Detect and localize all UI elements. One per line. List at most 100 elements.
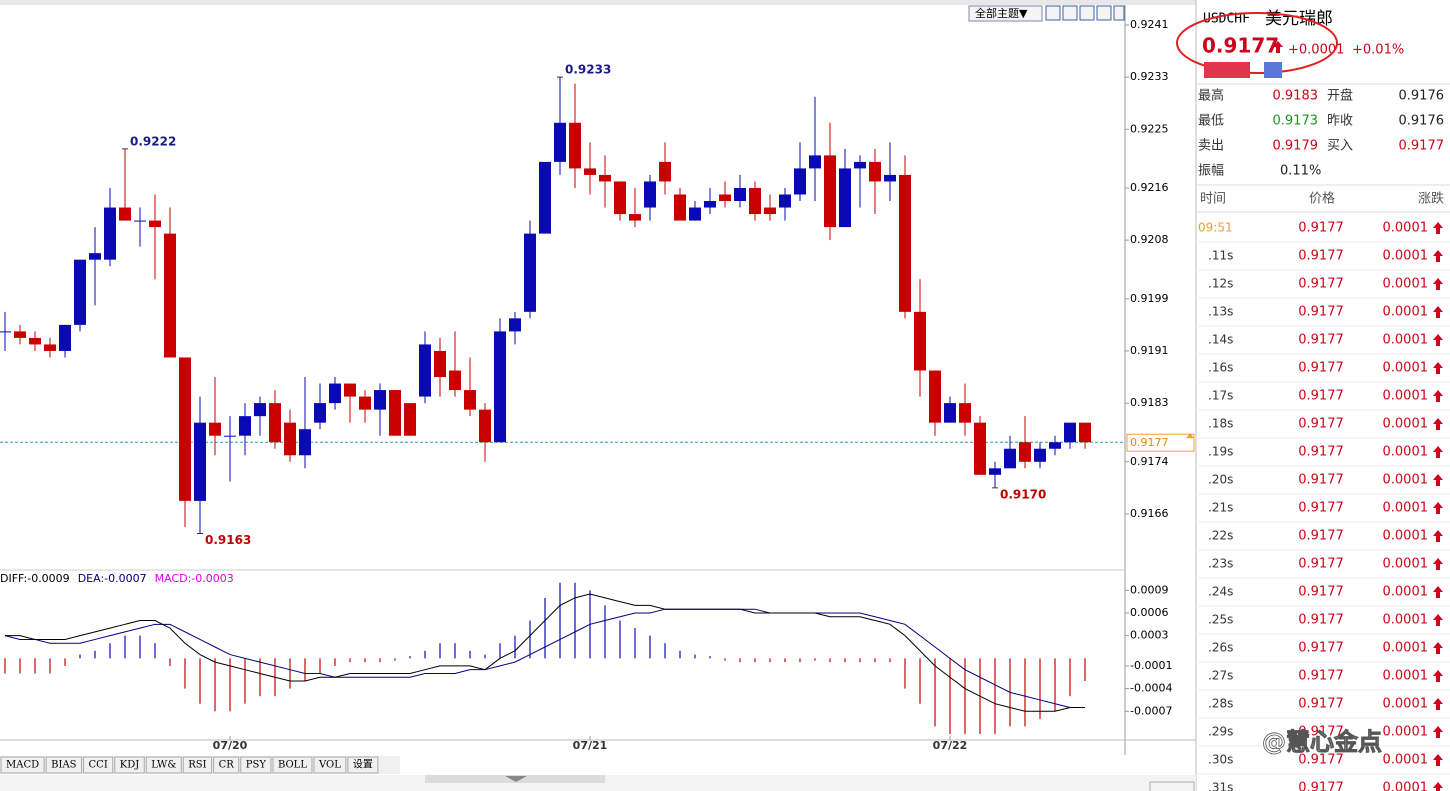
tab-frame[interactable] <box>272 756 313 774</box>
symbol: USDCHF <box>1203 12 1250 27</box>
candle-body <box>209 422 221 436</box>
candle-body <box>494 331 506 443</box>
tick-time: 09:51 <box>1198 221 1233 235</box>
tab-frame[interactable] <box>213 756 240 774</box>
tab-frame[interactable] <box>0 756 45 774</box>
tick-change: 0.0001 <box>1383 277 1429 292</box>
candle-body <box>914 311 926 371</box>
y-tick-label: 0.9241 <box>1130 18 1169 31</box>
candle-body <box>44 344 56 351</box>
stat-label: 卖出 <box>1198 139 1224 154</box>
tab-frame[interactable] <box>145 756 182 774</box>
indicator-tab[interactable]: CCI <box>89 760 108 771</box>
tab-frame[interactable] <box>313 756 347 774</box>
tab-frame[interactable] <box>45 756 83 774</box>
watermark: @慧心金点 <box>1262 728 1382 756</box>
tick-time: .19s <box>1208 445 1233 459</box>
indicator-tab[interactable]: 设置 <box>353 759 373 771</box>
indicator-tab[interactable]: BIAS <box>51 760 77 771</box>
candle-body <box>1034 448 1046 462</box>
tick-time: .24s <box>1208 585 1233 599</box>
indicator-tab[interactable]: LW& <box>151 760 176 771</box>
tick-price: 0.9177 <box>1298 249 1344 264</box>
candle-body <box>599 174 611 182</box>
candle-body <box>824 155 836 228</box>
candle-body <box>1064 422 1076 443</box>
toolbar-icons[interactable] <box>1045 5 1125 21</box>
tool-icon[interactable] <box>1079 5 1095 21</box>
bottom-button[interactable] <box>1149 781 1195 791</box>
indicator-tab[interactable]: BOLL <box>278 760 307 771</box>
tab-frame[interactable] <box>182 756 213 774</box>
alert-button[interactable] <box>1204 62 1250 78</box>
up-arrow-icon <box>1433 362 1443 374</box>
indicator-tab[interactable]: RSI <box>188 760 206 771</box>
extreme-label: 0.9233 <box>565 63 611 77</box>
candle-body <box>194 422 206 501</box>
top-strip <box>0 0 1196 5</box>
tick-change: 0.0001 <box>1383 781 1429 791</box>
tab-frame[interactable] <box>83 756 114 774</box>
candle-body <box>284 422 296 456</box>
tick-price: 0.9177 <box>1298 557 1344 572</box>
tool-icon[interactable] <box>1113 5 1125 21</box>
price-change: +0.0001 <box>1288 43 1344 58</box>
candle-body <box>614 181 626 215</box>
up-arrow-icon <box>1433 754 1443 766</box>
indicator-tab[interactable]: PSY <box>246 760 267 771</box>
stat-value: 0.9183 <box>1273 89 1319 104</box>
extreme-label: 0.9170 <box>1000 487 1046 501</box>
tick-change: 0.0001 <box>1383 473 1429 488</box>
tab-frame[interactable] <box>240 756 272 774</box>
candle-body <box>794 168 806 195</box>
candle-body <box>539 161 551 234</box>
candle-body <box>1079 422 1091 443</box>
tick-price: 0.9177 <box>1298 613 1344 628</box>
stat-label: 最高 <box>1198 88 1224 104</box>
extreme-label: 0.9222 <box>130 134 176 148</box>
candle-body <box>1004 448 1016 469</box>
tick-time: .16s <box>1208 361 1233 375</box>
bell-button[interactable] <box>1264 62 1282 78</box>
tick-price: 0.9177 <box>1298 641 1344 656</box>
tick-time: .18s <box>1208 417 1233 431</box>
indicator-tab[interactable]: VOL <box>318 760 341 771</box>
tick-time: .17s <box>1208 389 1233 403</box>
candle-body <box>704 201 716 208</box>
macd-legend: DIFF:-0.0009 <box>0 572 70 585</box>
tab-frame[interactable] <box>114 756 145 774</box>
collapse-arrow[interactable] <box>505 776 527 782</box>
tick-price: 0.9177 <box>1298 445 1344 460</box>
tab-frame[interactable] <box>347 756 379 774</box>
candle-body <box>389 390 401 436</box>
tick-time: .23s <box>1208 557 1233 571</box>
tab-bar <box>0 756 400 774</box>
tick-price: 0.9177 <box>1298 305 1344 320</box>
candle-body <box>479 409 491 443</box>
tick-change: 0.0001 <box>1383 585 1429 600</box>
indicator-tab[interactable]: MACD <box>6 760 39 771</box>
price-change-pct: +0.01% <box>1352 43 1404 58</box>
candle-body <box>329 383 341 404</box>
tool-icon[interactable] <box>1096 5 1112 21</box>
y-tick-label: 0.9216 <box>1130 181 1169 194</box>
tick-price: 0.9177 <box>1298 333 1344 348</box>
theme-dropdown[interactable] <box>968 5 1043 22</box>
up-arrow-icon <box>1433 474 1443 486</box>
extreme-label: 0.9163 <box>205 533 251 547</box>
candle-body <box>839 168 851 228</box>
macd-y-tick-label: -0.0007 <box>1130 704 1172 717</box>
tick-price: 0.9177 <box>1298 585 1344 600</box>
tool-icon[interactable] <box>1045 5 1061 21</box>
indicator-tab[interactable]: CR <box>219 760 235 771</box>
macd-legend: MACD:-0.0003 <box>155 572 234 585</box>
candle-body <box>419 344 431 397</box>
candle-body <box>314 403 326 423</box>
tool-icon[interactable] <box>1062 5 1078 21</box>
indicator-tab[interactable]: KDJ <box>120 760 140 771</box>
tick-price: 0.9177 <box>1298 389 1344 404</box>
candle-body <box>959 403 971 423</box>
up-arrow-icon <box>1433 306 1443 318</box>
theme-dropdown-label[interactable]: 全部主题▼ <box>975 6 1028 20</box>
date-label: 07/21 <box>573 739 608 752</box>
